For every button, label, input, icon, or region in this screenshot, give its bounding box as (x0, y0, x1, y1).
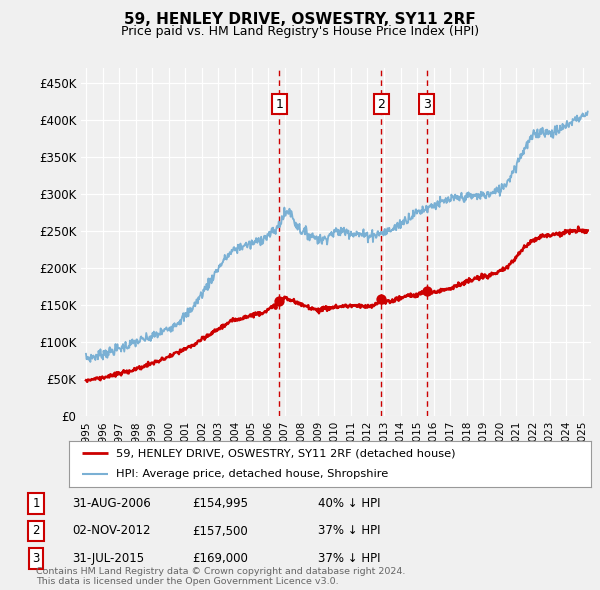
Text: 3: 3 (423, 98, 431, 111)
Point (422, 286, 431, 296)
Text: 59, HENLEY DRIVE, OSWESTRY, SY11 2RF (detached house): 59, HENLEY DRIVE, OSWESTRY, SY11 2RF (de… (116, 448, 455, 458)
Text: 2: 2 (377, 98, 385, 111)
Text: HPI: Average price, detached house, Shropshire: HPI: Average price, detached house, Shro… (116, 469, 388, 479)
Text: 3: 3 (32, 552, 40, 565)
Text: 2: 2 (32, 525, 40, 537)
Point (376, 294, 386, 304)
Text: 1: 1 (32, 497, 40, 510)
Text: 31-JUL-2015: 31-JUL-2015 (72, 552, 144, 565)
Text: 59, HENLEY DRIVE, OSWESTRY, SY11 2RF: 59, HENLEY DRIVE, OSWESTRY, SY11 2RF (124, 12, 476, 27)
Text: 37% ↓ HPI: 37% ↓ HPI (318, 525, 380, 537)
Text: 02-NOV-2012: 02-NOV-2012 (72, 525, 151, 537)
Text: £157,500: £157,500 (192, 525, 248, 537)
Text: £169,000: £169,000 (192, 552, 248, 565)
Text: Contains HM Land Registry data © Crown copyright and database right 2024.
This d: Contains HM Land Registry data © Crown c… (36, 567, 406, 586)
Text: 31-AUG-2006: 31-AUG-2006 (72, 497, 151, 510)
Text: 40% ↓ HPI: 40% ↓ HPI (318, 497, 380, 510)
Text: £154,995: £154,995 (192, 497, 248, 510)
Point (274, 296, 284, 306)
Text: 1: 1 (275, 98, 283, 111)
Text: 37% ↓ HPI: 37% ↓ HPI (318, 552, 380, 565)
Text: Price paid vs. HM Land Registry's House Price Index (HPI): Price paid vs. HM Land Registry's House … (121, 25, 479, 38)
